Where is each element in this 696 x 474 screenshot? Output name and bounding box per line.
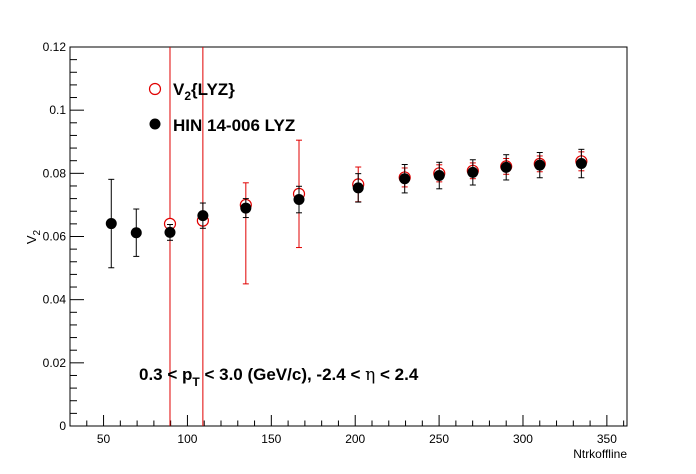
x-tick-label: 50 — [97, 432, 111, 446]
x-tick-label: 250 — [429, 432, 449, 446]
x-tick-label: 300 — [513, 432, 533, 446]
data-point — [197, 210, 209, 222]
y-tick-label: 0.1 — [49, 103, 66, 117]
legend-entry-v2-lyz: V2{LYZ} — [173, 80, 235, 103]
annotation-pt-subscript: T — [192, 375, 200, 389]
annotation-part-2: < 3.0 (GeV/c), -2.4 < — [200, 365, 365, 384]
x-tick-label: 100 — [177, 432, 197, 446]
legend-entry-v2-main: V — [173, 80, 185, 99]
annotation-eta-symbol: η — [365, 365, 375, 385]
data-point — [105, 218, 117, 230]
y-axis-label: V2 — [24, 229, 43, 244]
data-point — [164, 226, 176, 238]
y-tick-label: 0.04 — [43, 293, 67, 307]
data-point — [293, 194, 305, 206]
data-point — [500, 161, 512, 173]
y-tick-label: 0 — [59, 419, 66, 433]
axes: 50 100 150 200 250 300 350 0 0.02 0.04 0.06 0.08 0.1… — [43, 40, 625, 446]
y-tick-label: 0.12 — [43, 40, 67, 54]
x-tick-label: 350 — [597, 432, 617, 446]
data-point — [352, 182, 364, 194]
legend-marker-open-circle — [148, 82, 162, 96]
y-tick-label: 0.02 — [43, 356, 67, 370]
legend-marker-filled-circle — [149, 118, 161, 130]
kinematic-cut-annotation: 0.3 < pT < 3.0 (GeV/c), -2.4 < η < 2.4 — [139, 365, 419, 389]
legend-entry-v2-rest: {LYZ} — [191, 80, 235, 99]
data-point — [240, 202, 252, 214]
legend-entry-v2-sub: 2 — [184, 89, 191, 103]
data-point — [130, 227, 142, 239]
x-axis-label: Ntrkoffline — [573, 447, 627, 461]
y-tick-label: 0.08 — [43, 166, 67, 180]
data-point — [399, 173, 411, 185]
y-tick-label: 0.06 — [43, 230, 67, 244]
annotation-part-3: < 2.4 — [375, 365, 419, 384]
annotation-part-1: 0.3 < p — [139, 365, 192, 384]
y-axis-label-main: V — [24, 235, 39, 244]
data-point — [534, 159, 546, 171]
data-point — [467, 166, 479, 178]
legend-entry-hin-14-006-lyz: HIN 14-006 LYZ — [173, 116, 295, 135]
x-tick-label: 200 — [345, 432, 365, 446]
legend: V2{LYZ} HIN 14-006 LYZ — [148, 80, 295, 135]
x-tick-label: 150 — [261, 432, 281, 446]
y-axis-label-sub: 2 — [32, 229, 43, 235]
data-point — [433, 170, 445, 182]
series-hin-14-006-lyz — [105, 148, 587, 269]
data-point — [575, 158, 587, 170]
